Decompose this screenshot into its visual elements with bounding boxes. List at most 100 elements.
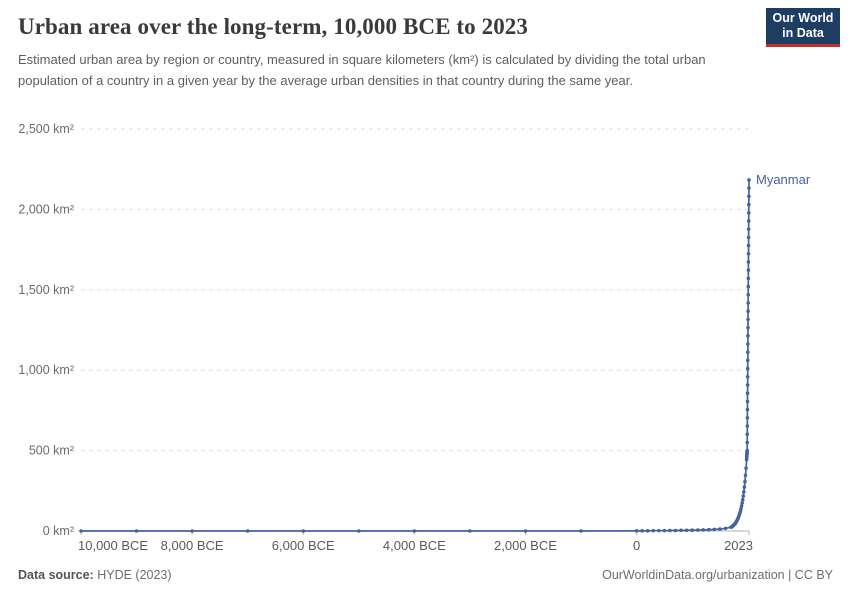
x-tick-label: 6,000 BCE	[272, 538, 335, 553]
data-point	[746, 309, 750, 313]
data-point	[745, 391, 750, 395]
owid-logo-line2: in Data	[782, 26, 824, 40]
data-point	[746, 210, 751, 215]
data-point	[746, 219, 751, 223]
data-point	[746, 268, 751, 272]
data-point	[746, 251, 751, 256]
x-axis: 10,000 BCE 8,000 BCE 6,000 BCE 4,000 BCE 2,0…	[78, 530, 753, 553]
data-point	[634, 529, 639, 533]
x-tick-label: 2,000 BCE	[494, 538, 557, 553]
data-point	[301, 529, 306, 533]
data-point	[745, 440, 750, 445]
chart-footer: Data source: HYDE (2023) OurWorldinData.…	[18, 568, 833, 582]
data-point	[745, 383, 750, 387]
data-point	[468, 529, 472, 533]
data-point	[743, 473, 748, 478]
data-point	[645, 529, 650, 533]
data-point	[743, 479, 747, 484]
data-point	[745, 448, 749, 453]
data-point	[190, 529, 194, 533]
data-point	[746, 325, 750, 330]
data-point	[134, 529, 139, 533]
data-point	[668, 528, 672, 533]
data-point	[742, 485, 747, 489]
data-point	[741, 494, 746, 498]
data-source-label: Data source:	[18, 568, 94, 582]
data-point	[412, 529, 417, 533]
data-point	[742, 490, 746, 494]
data-point	[740, 501, 744, 505]
data-point	[746, 227, 751, 231]
data-line	[80, 179, 750, 532]
data-point	[745, 416, 750, 420]
data-point	[712, 527, 717, 532]
x-tick-label: 10,000 BCE	[78, 538, 148, 553]
data-point	[746, 350, 750, 354]
data-point	[695, 528, 700, 532]
data-point	[357, 529, 361, 533]
y-tick-label: 1,500 km²	[18, 283, 74, 297]
data-point	[746, 235, 751, 240]
data-point	[707, 527, 711, 532]
data-point	[746, 243, 751, 248]
y-axis-labels: 0 km² 500 km² 1,000 km² 1,500 km² 2,000 km² 2…	[18, 122, 74, 538]
data-source-value: HYDE (2023)	[93, 568, 172, 582]
page-title: Urban area over the long-term, 10,000 BC…	[18, 14, 528, 39]
gridlines	[81, 128, 749, 452]
data-point	[690, 528, 694, 532]
data-point	[684, 528, 689, 533]
y-tick-label: 500 km²	[29, 444, 74, 458]
data-point	[745, 432, 750, 437]
data-point	[245, 529, 250, 533]
series-myanmar[interactable]	[79, 178, 751, 533]
data-point	[746, 292, 751, 297]
data-point	[747, 186, 751, 190]
data-point	[640, 529, 644, 533]
data-point	[701, 528, 706, 532]
data-point	[745, 358, 750, 363]
data-point	[740, 498, 745, 502]
data-point	[739, 504, 744, 508]
x-tick-label: 2023	[724, 538, 753, 553]
data-point	[746, 276, 751, 281]
credit-link[interactable]: OurWorldinData.org/urbanization | CC BY	[602, 568, 833, 582]
x-tick-label: 4,000 BCE	[383, 538, 446, 553]
data-point	[673, 528, 678, 533]
data-point	[746, 301, 750, 305]
data-point	[523, 529, 528, 533]
x-tick-label: 8,000 BCE	[161, 538, 224, 553]
data-point	[746, 260, 751, 264]
series-label-myanmar: Myanmar	[756, 172, 811, 187]
data-point	[579, 529, 583, 533]
data-point	[746, 333, 750, 338]
owid-logo[interactable]: Our World in Data	[766, 8, 840, 47]
y-tick-label: 2,500 km²	[18, 122, 74, 136]
data-point	[745, 424, 750, 428]
data-point	[79, 529, 83, 533]
data-point	[723, 526, 728, 531]
data-source: Data source: HYDE (2023)	[18, 568, 172, 582]
data-point	[747, 202, 751, 207]
data-point	[746, 317, 750, 322]
x-tick-label: 0	[633, 538, 640, 553]
data-point	[747, 178, 751, 182]
y-tick-label: 1,000 km²	[18, 363, 74, 377]
data-point	[744, 466, 748, 470]
data-point	[651, 528, 656, 533]
data-point	[745, 407, 750, 412]
data-point	[747, 194, 751, 199]
data-point	[746, 342, 750, 346]
y-tick-label: 0 km²	[43, 524, 74, 538]
y-tick-label: 2,000 km²	[18, 202, 74, 216]
data-point	[679, 528, 683, 533]
data-point	[718, 527, 722, 531]
chart-subtitle: Estimated urban area by region or countr…	[18, 52, 706, 88]
data-point	[745, 399, 750, 404]
data-point	[746, 284, 751, 289]
data-point	[662, 528, 667, 533]
owid-logo-line1: Our World	[772, 11, 834, 25]
data-point	[745, 374, 750, 379]
data-point	[657, 528, 661, 533]
data-point	[745, 366, 750, 371]
